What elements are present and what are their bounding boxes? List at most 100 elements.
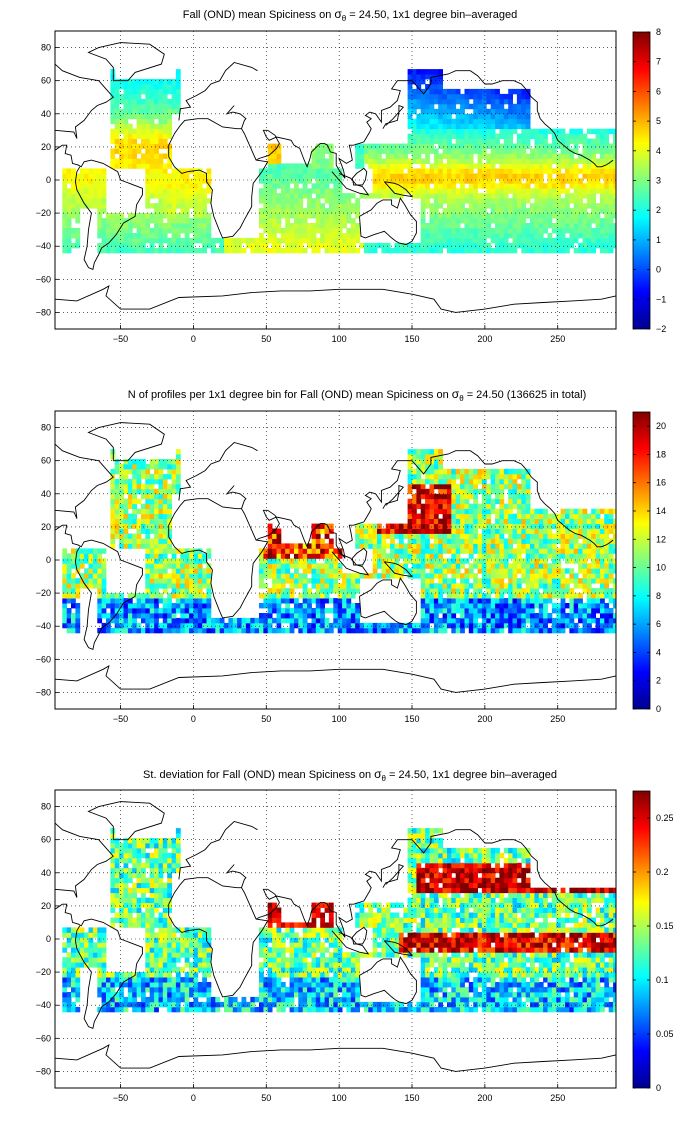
- heatmap-cell: [320, 173, 325, 179]
- heatmap-cell: [516, 578, 522, 584]
- heatmap-cell: [298, 228, 304, 234]
- heatmap-cell: [175, 237, 181, 244]
- heatmap-cell: [145, 88, 151, 95]
- heatmap-cell: [342, 223, 347, 229]
- heatmap-cell: [447, 533, 452, 539]
- heatmap-cell: [324, 563, 330, 569]
- heatmap-cell: [578, 533, 583, 539]
- heatmap-cell: [438, 118, 443, 125]
- heatmap-cell: [508, 158, 513, 164]
- heatmap-cell: [416, 498, 422, 505]
- heatmap-cell: [412, 188, 417, 194]
- heatmap-cell: [586, 603, 592, 609]
- heatmap-cell: [114, 483, 120, 490]
- heatmap-cell: [337, 228, 343, 234]
- heatmap-cell: [162, 513, 168, 519]
- heatmap-cell: [114, 237, 120, 244]
- heatmap-cell: [407, 173, 413, 179]
- heatmap-cell: [433, 603, 439, 609]
- heatmap-cell: [551, 563, 557, 569]
- heatmap-cell: [560, 183, 566, 189]
- heatmap-cell: [75, 198, 81, 204]
- heatmap-cell: [573, 218, 579, 224]
- heatmap-cell: [123, 84, 129, 90]
- heatmap-cell: [481, 528, 487, 534]
- heatmap-cell: [149, 118, 155, 125]
- heatmap-cell: [97, 558, 103, 564]
- heatmap-cell: [202, 553, 207, 559]
- heatmap-cell: [538, 228, 544, 234]
- heatmap-cell: [521, 208, 527, 214]
- heatmap-cell: [180, 593, 186, 599]
- heatmap-cell: [114, 478, 120, 485]
- heatmap-cell: [285, 213, 290, 219]
- heatmap-cell: [141, 228, 146, 234]
- heatmap-cell: [175, 98, 181, 105]
- heatmap-cell: [320, 563, 325, 569]
- heatmap-cell: [508, 503, 513, 510]
- heatmap-cell: [215, 247, 221, 254]
- heatmap-cell: [604, 508, 610, 515]
- heatmap-cell: [132, 98, 137, 105]
- heatmap-cell: [556, 528, 562, 534]
- heatmap-cell: [521, 503, 527, 510]
- heatmap-cell: [114, 488, 120, 495]
- heatmap-cell: [582, 588, 588, 594]
- heatmap-cell: [167, 188, 172, 194]
- heatmap-cell: [175, 608, 181, 614]
- heatmap-cell: [464, 148, 470, 154]
- heatmap-cell: [495, 148, 500, 154]
- heatmap-cell: [359, 543, 365, 549]
- heatmap-cell: [110, 233, 116, 239]
- heatmap-cell: [425, 247, 430, 254]
- heatmap-cell: [582, 578, 588, 584]
- heatmap-cell: [464, 483, 470, 490]
- heatmap-cell: [538, 198, 544, 204]
- heatmap-cell: [162, 568, 168, 574]
- heatmap-cell: [591, 568, 596, 574]
- heatmap-cell: [481, 603, 487, 609]
- heatmap-cell: [551, 208, 557, 214]
- heatmap-cell: [433, 598, 439, 604]
- heatmap-cell: [171, 79, 177, 85]
- heatmap-cell: [503, 203, 509, 209]
- heatmap-cell: [193, 173, 199, 179]
- heatmap-cell: [267, 617, 273, 624]
- heatmap-cell: [337, 613, 343, 619]
- heatmap-cell: [565, 208, 570, 214]
- heatmap-cell: [447, 163, 452, 169]
- heatmap-cell: [289, 583, 295, 589]
- heatmap-cell: [464, 622, 470, 629]
- heatmap-cell: [110, 153, 116, 159]
- heatmap-cell: [337, 247, 343, 254]
- heatmap-cell: [162, 613, 168, 619]
- heatmap-cell: [495, 523, 500, 529]
- heatmap-cell: [324, 223, 330, 229]
- heatmap-cell: [106, 218, 111, 224]
- heatmap-cell: [508, 98, 513, 105]
- heatmap-cell: [184, 553, 190, 559]
- heatmap-cell: [495, 578, 500, 584]
- heatmap-cell: [254, 237, 260, 244]
- heatmap-cell: [490, 193, 496, 199]
- heatmap-cell: [604, 523, 610, 529]
- heatmap-cell: [595, 603, 601, 609]
- heatmap-cell: [455, 223, 461, 229]
- heatmap-cell: [604, 203, 610, 209]
- heatmap-cell: [534, 583, 540, 589]
- heatmap-cell: [272, 178, 277, 184]
- heatmap-cell: [538, 133, 544, 139]
- heatmap-cell: [106, 622, 111, 629]
- heatmap-cell: [565, 223, 570, 229]
- heatmap-cell: [495, 568, 500, 574]
- heatmap-cell: [259, 627, 264, 634]
- heatmap-cell: [315, 183, 321, 189]
- heatmap-cell: [578, 613, 583, 619]
- heatmap-cell: [468, 228, 474, 234]
- heatmap-cell: [285, 223, 290, 229]
- heatmap-cell: [337, 598, 343, 604]
- heatmap-cell: [516, 568, 522, 574]
- heatmap-cell: [337, 203, 343, 209]
- heatmap-cell: [499, 593, 505, 599]
- heatmap-cell: [429, 483, 435, 490]
